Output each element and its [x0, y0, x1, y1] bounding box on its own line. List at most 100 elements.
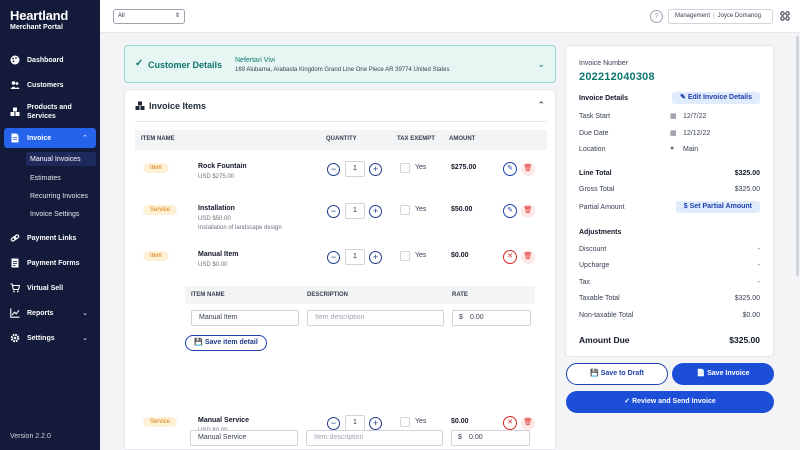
sidebar-item-payment-links[interactable]: Payment Links — [4, 228, 96, 248]
item-name-input[interactable]: Manual Service — [190, 430, 298, 446]
divider — [135, 121, 547, 122]
sidebar-item-invoice[interactable]: Invoice ⌃ — [4, 128, 96, 148]
invoice-number-label: Invoice Number — [579, 60, 629, 67]
row-amount: $275.00 — [451, 164, 477, 171]
discount-label: Discount — [579, 246, 607, 253]
chevron-up-icon: ⌃ — [82, 135, 88, 142]
quantity-increase-button[interactable]: + — [369, 251, 382, 264]
tax-exempt-checkbox[interactable] — [400, 205, 410, 215]
tax-exempt-checkbox[interactable] — [400, 417, 410, 427]
sidebar-item-reports[interactable]: Reports ⌄ — [4, 303, 96, 323]
trash-icon[interactable]: 🗑 — [521, 416, 535, 430]
quantity-input[interactable]: 1 — [345, 415, 365, 431]
sidebar-item-dashboard[interactable]: Dashboard — [4, 50, 96, 70]
tax-exempt-checkbox[interactable] — [400, 251, 410, 261]
top-bar: All ⇕ ? Management | Joyce Domanog — [100, 0, 800, 33]
customer-name: Nefertari Vivi — [235, 57, 275, 64]
sidebar-item-payment-forms[interactable]: Payment Forms — [4, 253, 96, 273]
gear-icon — [10, 333, 20, 343]
save-invoice-button[interactable]: 📄 Save Invoice — [672, 363, 774, 385]
chevron-up-icon[interactable]: ⌃ — [537, 100, 545, 110]
chevron-down-icon: ⌄ — [82, 310, 88, 317]
review-send-invoice-button[interactable]: ✓ Review and Send Invoice — [566, 391, 774, 413]
quantity-input[interactable]: 1 — [345, 161, 365, 177]
tax-label: Tax — [579, 279, 590, 286]
select-arrows-icon: ⇕ — [174, 13, 180, 19]
partial-amount-label: Partial Amount — [579, 204, 625, 211]
set-partial-amount-button[interactable]: $ Set Partial Amount — [675, 201, 760, 213]
sidebar-item-label: Products and Services — [27, 104, 72, 120]
sidebar-item-products[interactable]: Products and Services — [4, 101, 96, 123]
account-name: Joyce Domanog — [717, 13, 761, 19]
sidebar-sub-invoice-settings[interactable]: Invoice Settings — [30, 210, 80, 218]
chart-icon — [10, 308, 20, 318]
chevron-down-icon: ⌄ — [82, 335, 88, 342]
save-to-draft-button[interactable]: 💾 Save to Draft — [566, 363, 668, 385]
help-icon[interactable]: ? — [650, 10, 663, 23]
quantity-input[interactable]: 1 — [345, 249, 365, 265]
currency-symbol: $ — [458, 434, 462, 441]
item-description-input[interactable]: Item description — [307, 310, 444, 326]
table-row: Service Installation USD $50.00 Installa… — [135, 199, 547, 239]
save-invoice-label: Save Invoice — [707, 370, 750, 377]
item-rate-value: 0.00 — [470, 314, 484, 321]
row-amount: $50.00 — [451, 206, 473, 213]
quantity-increase-button[interactable]: + — [369, 163, 382, 176]
due-date-value: 12/12/22 — [683, 130, 711, 137]
dollar-icon: $ — [683, 203, 688, 210]
apps-grid-icon[interactable] — [780, 11, 790, 21]
quantity-increase-button[interactable]: + — [369, 205, 382, 218]
chevron-down-icon[interactable]: ⌄ — [537, 59, 545, 69]
form-icon — [10, 258, 20, 268]
line-total-label: Line Total — [579, 170, 612, 177]
brand-logo[interactable]: Heartland Merchant Portal — [10, 8, 68, 31]
invoice-items-title: Invoice Items — [149, 101, 207, 111]
item-rate-input[interactable]: $ 0.00 — [451, 430, 530, 446]
save-icon: 💾 — [590, 370, 599, 377]
edit-icon[interactable]: ✎ — [503, 162, 517, 176]
quantity-decrease-button[interactable]: − — [327, 251, 340, 264]
sidebar-item-label: Dashboard — [27, 56, 64, 64]
quantity-decrease-button[interactable]: − — [327, 163, 340, 176]
type-badge: Item — [143, 163, 169, 173]
edit-icon[interactable]: ✎ — [503, 204, 517, 218]
edit-invoice-details-button[interactable]: ✎ Edit Invoice Details — [671, 92, 760, 104]
cancel-edit-icon[interactable]: ✕ — [503, 416, 517, 430]
row-item-name: Installation — [198, 205, 235, 212]
filter-select[interactable]: All ⇕ — [113, 9, 185, 24]
quantity-input[interactable]: 1 — [345, 203, 365, 219]
detail-header: ITEM NAME DESCRIPTION RATE — [185, 286, 535, 304]
item-description-input[interactable]: Item description — [306, 430, 443, 446]
customer-details-panel[interactable]: ✓ Customer Details Nefertari Vivi 169 Al… — [124, 45, 556, 83]
tax-exempt-label: Yes — [415, 418, 427, 425]
sidebar-item-settings[interactable]: Settings ⌄ — [4, 328, 96, 348]
quantity-decrease-button[interactable]: − — [327, 417, 340, 430]
item-name-input[interactable]: Manual Item — [191, 310, 299, 326]
gross-total-label: Gross Total — [579, 186, 615, 193]
tax-exempt-checkbox[interactable] — [400, 163, 410, 173]
trash-icon[interactable]: 🗑 — [521, 250, 535, 264]
account-switcher[interactable]: Management | Joyce Domanog — [668, 9, 773, 24]
detail-column-name: ITEM NAME — [191, 292, 225, 298]
trash-icon[interactable]: 🗑 — [521, 204, 535, 218]
sidebar-item-virtual-sell[interactable]: Virtual Sell — [4, 278, 96, 298]
quantity-decrease-button[interactable]: − — [327, 205, 340, 218]
item-rate-input[interactable]: $ 0.00 — [452, 310, 531, 326]
row-item-price: USD $50.00 — [198, 216, 231, 222]
cancel-edit-icon[interactable]: ✕ — [503, 250, 517, 264]
palette-icon — [10, 55, 20, 65]
invoice-editor: ✓ Customer Details Nefertari Vivi 169 Al… — [124, 45, 556, 450]
type-badge: Item — [143, 251, 169, 261]
document-icon: 📄 — [696, 370, 706, 377]
quantity-increase-button[interactable]: + — [369, 417, 382, 430]
sidebar-item-customers[interactable]: Customers — [4, 75, 96, 95]
items-table-header: ITEM NAME QUANTITY TAX EXEMPT AMOUNT — [135, 130, 547, 150]
amount-due-label: Amount Due — [579, 335, 630, 345]
brand-subtitle: Merchant Portal — [10, 24, 63, 31]
sidebar-sub-manual-invoices[interactable]: Manual Invoices — [26, 152, 96, 166]
page-scrollbar[interactable] — [796, 36, 799, 276]
trash-icon[interactable]: 🗑 — [521, 162, 535, 176]
sidebar-sub-estimates[interactable]: Estimates — [30, 174, 61, 182]
save-item-detail-button[interactable]: 💾 Save item detail — [185, 335, 267, 351]
sidebar-sub-recurring-invoices[interactable]: Recurring Invoices — [30, 192, 88, 200]
